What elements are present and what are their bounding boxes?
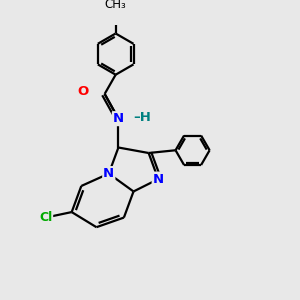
Text: CH₃: CH₃ [105,0,127,11]
Text: N: N [113,112,124,125]
Text: –H: –H [134,111,152,124]
Text: Cl: Cl [39,211,52,224]
Text: N: N [153,172,164,186]
Text: N: N [103,167,114,180]
Text: O: O [77,85,88,98]
